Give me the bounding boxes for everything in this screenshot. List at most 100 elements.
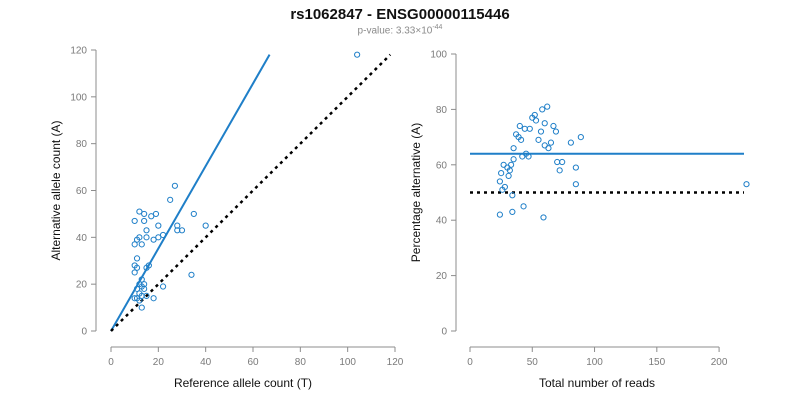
panel-right-data-point bbox=[498, 170, 505, 177]
panel-left-data-point bbox=[148, 213, 155, 220]
panel-left-y-axis-label: Alternative allele count (A) bbox=[49, 120, 63, 260]
panel-left-x-tick-label: 80 bbox=[295, 357, 307, 368]
panel-right-y-tick-label: 80 bbox=[436, 105, 448, 116]
panel-left-data-point bbox=[190, 210, 197, 218]
panel-right-data-point bbox=[544, 103, 551, 110]
panel-left-x-tick-label: 40 bbox=[200, 357, 212, 368]
panel-right-data-point bbox=[540, 214, 547, 221]
panel-right-data-point bbox=[521, 125, 528, 132]
panel-right-x-tick-label: 150 bbox=[648, 357, 665, 368]
panel-left-data-point bbox=[136, 297, 143, 304]
panel-left-y-tick-label: 60 bbox=[76, 186, 88, 197]
panel-right-data-point bbox=[554, 158, 561, 166]
panel-left-data-point bbox=[136, 234, 143, 241]
panel-right-y-tick-label: 60 bbox=[436, 160, 448, 171]
chart-title: rs1062847 - ENSG00000115446 bbox=[290, 6, 510, 23]
panel-right-data-point bbox=[509, 192, 516, 199]
panel-right-data-point bbox=[505, 172, 512, 179]
panel-right-data-point bbox=[526, 125, 533, 132]
panel-right-x-tick-label: 100 bbox=[586, 357, 603, 368]
panel-left-y-tick-label: 120 bbox=[70, 46, 87, 57]
panel-left-y-tick-label: 100 bbox=[70, 92, 87, 103]
panel-left-data-point bbox=[138, 304, 145, 311]
panel-right-data-point bbox=[520, 203, 527, 210]
panel-left-x-tick-label: 100 bbox=[339, 357, 356, 368]
panel-left-x-axis-label: Reference allele count (T) bbox=[174, 376, 312, 390]
panel-left-data-point bbox=[143, 292, 150, 299]
panel-right-data-point bbox=[577, 134, 584, 141]
panel-left-data-point bbox=[133, 255, 141, 262]
panel-right-data-point bbox=[509, 208, 516, 215]
panel-left-data-point bbox=[143, 227, 150, 234]
panel-left-x-tick-label: 120 bbox=[387, 357, 404, 368]
panel-left-data-point bbox=[354, 51, 361, 58]
panel-left-data-point bbox=[141, 210, 148, 218]
panel-left-data-point bbox=[141, 281, 148, 288]
panel-right-data-point bbox=[535, 136, 542, 143]
panel-right-data-point bbox=[517, 136, 525, 143]
panel-right-data-point bbox=[547, 139, 555, 146]
panel-right-data-point bbox=[541, 120, 548, 127]
panel-right-x-tick-label: 200 bbox=[711, 357, 728, 368]
panel-left-data-point bbox=[174, 222, 181, 229]
panel-right-data-point bbox=[552, 128, 560, 135]
panel-left-data-point bbox=[131, 269, 138, 276]
panel-left-data-point bbox=[133, 264, 141, 271]
panel-right-data-point bbox=[506, 167, 513, 174]
panel-right-data-point bbox=[537, 128, 545, 135]
panel-right-data-point bbox=[539, 106, 546, 113]
panel-right-data-point bbox=[516, 122, 523, 130]
panel-left-y-tick-label: 20 bbox=[76, 280, 88, 291]
p-value-exponent: -44 bbox=[432, 24, 443, 31]
panel-right-data-point bbox=[556, 167, 563, 174]
panel-left-data-point bbox=[171, 182, 178, 189]
panel-left-data-point bbox=[150, 295, 157, 302]
panel-left-data-point bbox=[155, 222, 162, 229]
panel-right-x-tick-label: 50 bbox=[527, 357, 539, 368]
panel-right-data-point bbox=[567, 139, 574, 146]
panel-left-data-point bbox=[159, 283, 167, 290]
panel-left-y-tick-label: 0 bbox=[81, 327, 87, 338]
panel-right-x-axis-label: Total number of reads bbox=[539, 376, 655, 390]
p-value-text: p-value: 3.33×10 bbox=[357, 25, 433, 37]
panel-left-data-point bbox=[155, 234, 162, 241]
panel-left-data-point bbox=[131, 217, 138, 225]
panel-left-data-point bbox=[167, 196, 174, 203]
panel-right-y-axis-label: Percentage alternative (A) bbox=[409, 123, 423, 262]
panel-right-data-point bbox=[501, 183, 508, 191]
panel-right-data-point bbox=[531, 111, 538, 119]
panel-left-data-point bbox=[136, 208, 143, 215]
panel-left-fitted-line bbox=[110, 54, 271, 332]
panel-left-y-tick-label: 80 bbox=[76, 139, 88, 150]
panel-left-data-point bbox=[188, 271, 195, 278]
panel-right-data-point bbox=[510, 145, 517, 152]
panel-left-data-point bbox=[141, 285, 148, 292]
panel-left-data-point bbox=[131, 241, 138, 248]
panel-left-data-point bbox=[145, 262, 152, 269]
panel-right-data-point bbox=[545, 145, 552, 152]
panel-left-data-point bbox=[202, 222, 209, 229]
panel-left-x-tick-label: 0 bbox=[108, 357, 114, 368]
panel-right-data-point bbox=[510, 156, 517, 163]
panel-right-data-point bbox=[559, 158, 566, 166]
panel-left-y-tick-label: 40 bbox=[76, 233, 88, 244]
panel-left-data-point bbox=[138, 276, 145, 283]
p-value-subtitle: p-value: 3.33×10-44 bbox=[0, 24, 800, 36]
panel-right-x-tick-label: 0 bbox=[467, 357, 473, 368]
panel-left-data-point bbox=[133, 285, 141, 292]
panel-left-data-point bbox=[138, 241, 145, 248]
panel-left-data-point bbox=[141, 217, 148, 225]
panel-right-data-point bbox=[496, 178, 503, 185]
panel-left-data-point bbox=[159, 231, 167, 239]
panel-left-x-tick-label: 20 bbox=[153, 357, 165, 368]
panel-right-y-tick-label: 40 bbox=[436, 216, 448, 227]
panel-left-data-point bbox=[143, 234, 150, 241]
panel-left-data-point bbox=[152, 210, 160, 218]
panel-right-y-tick-label: 20 bbox=[436, 271, 448, 282]
panel-right-data-point bbox=[743, 181, 750, 188]
panel-right-data-point bbox=[572, 164, 579, 171]
panel-right-data-point bbox=[508, 161, 515, 168]
panel-right-data-point bbox=[496, 211, 503, 218]
